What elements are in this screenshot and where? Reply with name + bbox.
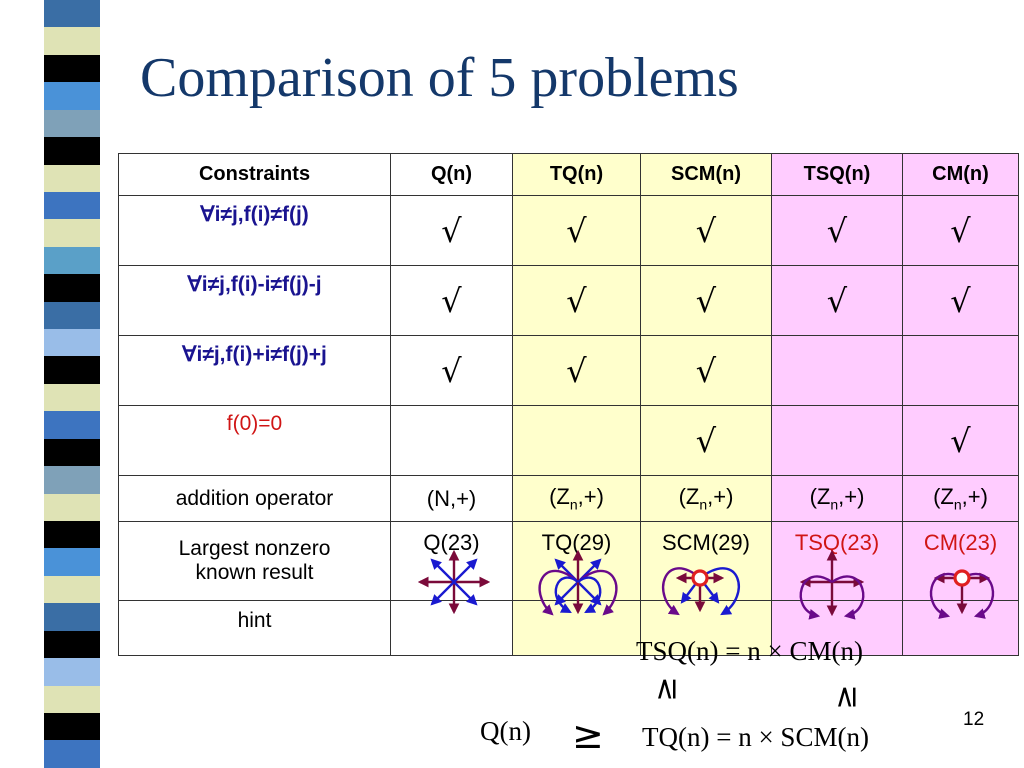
geq-left-symbol: ≥ — [572, 713, 604, 757]
table-row: ∀i≠j,f(i)+i≠f(j)+j √ √ √ — [118, 335, 1019, 406]
header-cm: CM(n) — [902, 153, 1019, 196]
page-number: 12 — [963, 709, 985, 730]
largest-result-value: TSQ(23) — [771, 521, 903, 601]
addition-operator-label: addition operator — [118, 475, 391, 522]
operator-value: (Zn,+) — [512, 475, 641, 522]
header-tq: TQ(n) — [512, 153, 641, 196]
check-mark — [902, 335, 1019, 406]
largest-result-value: SCM(29) — [640, 521, 772, 601]
q-label: Q(n) — [480, 716, 531, 746]
check-mark — [771, 335, 903, 406]
operator-value: (N,+) — [390, 475, 513, 522]
check-mark: √ — [390, 265, 513, 336]
table-row: ∀i≠j,f(i)≠f(j) √ √ √ √ √ — [118, 195, 1019, 266]
check-mark: √ — [902, 195, 1019, 266]
largest-result-value: CM(23) — [902, 521, 1019, 601]
header-constraints: Constraints — [118, 153, 391, 196]
check-mark: √ — [512, 265, 641, 336]
check-mark: √ — [640, 335, 772, 406]
header-scm: SCM(n) — [640, 153, 772, 196]
decorative-stripe — [44, 0, 100, 768]
check-mark: √ — [640, 265, 772, 336]
table-row: hint — [118, 600, 1019, 656]
largest-result-value: Q(23) — [390, 521, 513, 601]
check-mark: √ — [512, 195, 641, 266]
check-mark: √ — [390, 335, 513, 406]
check-mark — [390, 405, 513, 476]
table-row: f(0)=0 √ √ — [118, 405, 1019, 476]
operator-value: (Zn,+) — [640, 475, 772, 522]
equation-tsq-cm: TSQ(n) = n × CM(n) — [636, 636, 863, 666]
slide-title: Comparison of 5 problems — [140, 47, 739, 109]
largest-result-label: Largest nonzero known result — [118, 521, 391, 601]
check-mark — [512, 405, 641, 476]
geq-right-symbol: ≥ — [828, 684, 864, 710]
operator-value: (Zn,+) — [771, 475, 903, 522]
comparison-table: Constraints Q(n) TQ(n) SCM(n) TSQ(n) CM(… — [118, 153, 1019, 656]
table-row: Largest nonzero known result Q(23) TQ(29)… — [118, 521, 1019, 601]
header-tsq: TSQ(n) — [771, 153, 903, 196]
check-mark: √ — [640, 195, 772, 266]
equation-tq-scm: TQ(n) = n × SCM(n) — [642, 722, 869, 752]
constraint-label: f(0)=0 — [118, 405, 391, 476]
operator-value: (Zn,+) — [902, 475, 1019, 522]
largest-result-value: TQ(29) — [512, 521, 641, 601]
check-mark — [771, 405, 903, 476]
hint-cell — [390, 600, 513, 656]
table-header-row: Constraints Q(n) TQ(n) SCM(n) TSQ(n) CM(… — [118, 153, 1019, 196]
check-mark: √ — [771, 195, 903, 266]
hint-cell — [512, 600, 641, 656]
check-mark: √ — [771, 265, 903, 336]
geq-mid-symbol: ≥ — [648, 676, 684, 702]
table-row: ∀i≠j,f(i)-i≠f(j)-j √ √ √ √ √ — [118, 265, 1019, 336]
header-q: Q(n) — [390, 153, 513, 196]
hint-cell — [902, 600, 1019, 656]
check-mark: √ — [902, 265, 1019, 336]
constraint-label: ∀i≠j,f(i)+i≠f(j)+j — [118, 335, 391, 406]
check-mark: √ — [512, 335, 641, 406]
check-mark: √ — [640, 405, 772, 476]
check-mark: √ — [390, 195, 513, 266]
constraint-label: ∀i≠j,f(i)≠f(j) — [118, 195, 391, 266]
constraint-label: ∀i≠j,f(i)-i≠f(j)-j — [118, 265, 391, 336]
table-row: addition operator (N,+) (Zn,+) (Zn,+) (Z… — [118, 475, 1019, 522]
hint-label: hint — [118, 600, 391, 656]
check-mark: √ — [902, 405, 1019, 476]
